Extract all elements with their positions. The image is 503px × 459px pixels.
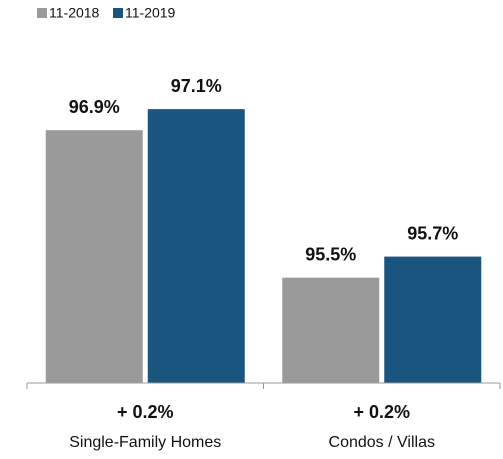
legend-label: 11-2019 xyxy=(125,5,176,21)
bar xyxy=(45,130,143,383)
bar xyxy=(147,109,245,383)
change-annotation: + 0.2% xyxy=(117,402,174,422)
bar xyxy=(384,256,482,383)
data-label: 95.5% xyxy=(305,244,356,264)
legend-swatch xyxy=(113,8,123,18)
x-tick-label: Condos / Villas xyxy=(329,434,435,451)
data-label: 97.1% xyxy=(171,76,222,96)
data-label: 96.9% xyxy=(69,97,120,117)
legend-label: 11-2018 xyxy=(49,5,100,21)
data-label: 95.7% xyxy=(407,223,458,243)
legend-swatch xyxy=(37,8,47,18)
x-tick-label: Single-Family Homes xyxy=(69,434,221,451)
change-annotation: + 0.2% xyxy=(353,402,410,422)
bar xyxy=(282,277,380,383)
